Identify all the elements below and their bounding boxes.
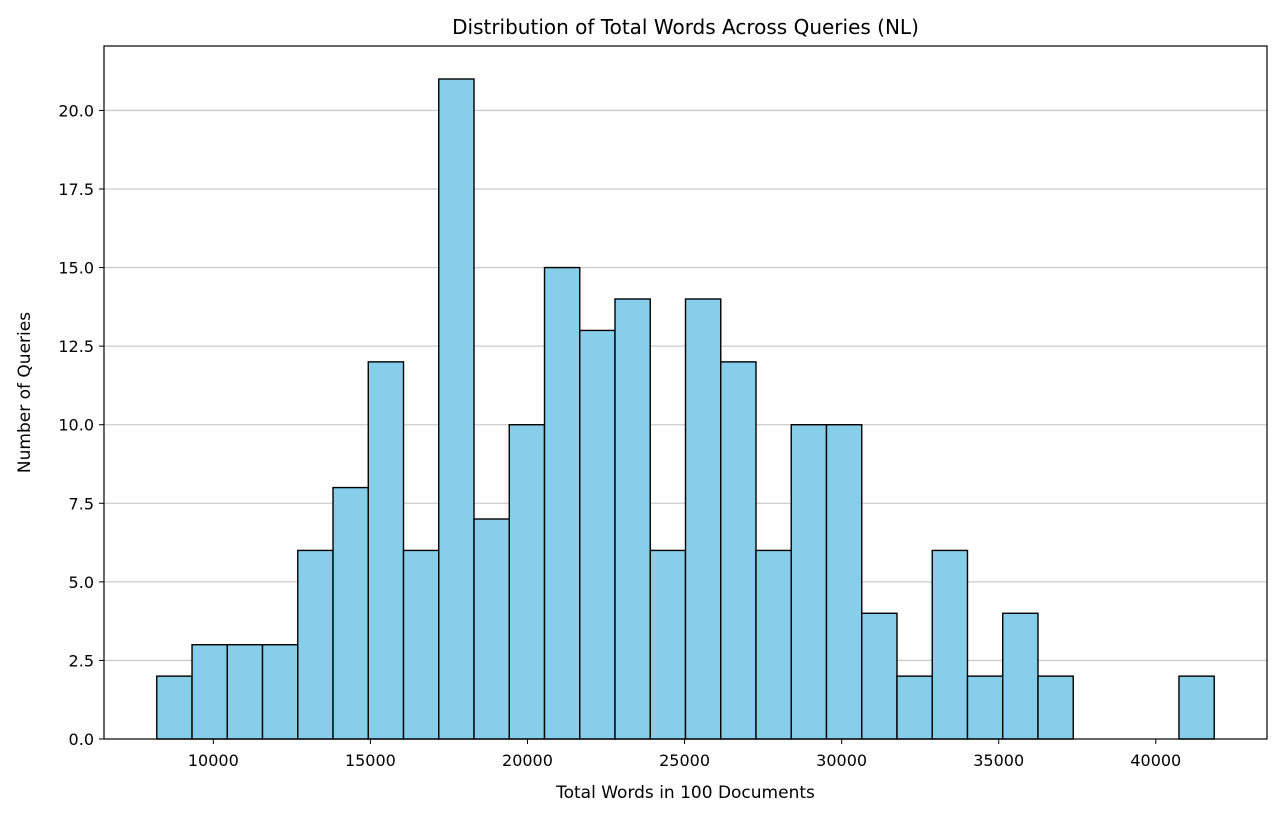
histogram-bar (1037, 675, 1074, 740)
histogram-bar (790, 424, 828, 740)
histogram-bar (684, 298, 722, 740)
x-tick-label: 40000 (1130, 751, 1181, 770)
histogram-bar (825, 424, 863, 740)
histogram-bar (543, 266, 581, 740)
chart-title: Distribution of Total Words Across Queri… (452, 15, 919, 39)
y-tick-label: 20.0 (58, 101, 94, 120)
x-tick-label: 20000 (502, 751, 553, 770)
x-tick-label: 15000 (345, 751, 396, 770)
histogram-bar (473, 518, 510, 740)
histogram-bar (579, 329, 616, 740)
histogram-bar (508, 424, 546, 740)
bars-layer (156, 78, 1215, 740)
histogram-bar (966, 675, 1004, 740)
histogram-bar (402, 549, 440, 740)
histogram-bar (226, 644, 264, 740)
histogram-bar (156, 675, 193, 740)
x-axis-label: Total Words in 100 Documents (555, 783, 815, 803)
histogram-bar (297, 549, 334, 740)
x-tick-label: 10000 (188, 751, 239, 770)
y-tick-label: 15.0 (58, 259, 94, 278)
histogram-bar (896, 675, 933, 740)
histogram-bar (1178, 675, 1215, 740)
y-tick-label: 7.5 (69, 494, 94, 513)
histogram-bar (438, 78, 475, 740)
x-tick-label: 30000 (816, 751, 867, 770)
histogram-bar (931, 549, 969, 740)
y-tick-label: 10.0 (58, 416, 94, 435)
x-axis-ticks: 10000 15000 20000 25000 30000 35000 40000 (188, 739, 1181, 770)
y-tick-label: 5.0 (69, 573, 94, 592)
histogram-bar (367, 361, 405, 740)
histogram-bar (720, 361, 757, 740)
y-axis-label: Number of Queries (15, 312, 35, 473)
histogram-bar (261, 644, 299, 740)
histogram-bar (649, 549, 687, 740)
y-tick-label: 0.0 (69, 730, 94, 749)
histogram-bar (614, 298, 651, 740)
histogram-bar (332, 486, 369, 740)
histogram-bar (861, 612, 898, 740)
y-axis-ticks: 0.0 2.5 5.0 7.5 10.0 12.5 15.0 17.5 20.0 (58, 101, 104, 749)
histogram-bar (191, 644, 228, 740)
y-tick-label: 17.5 (58, 180, 94, 199)
y-tick-label: 2.5 (69, 651, 94, 670)
y-tick-label: 12.5 (58, 337, 94, 356)
histogram-bar (1002, 612, 1039, 740)
x-tick-label: 25000 (659, 751, 710, 770)
plot-frame (103, 45, 1268, 740)
x-tick-label: 35000 (973, 751, 1024, 770)
histogram-bar (755, 549, 792, 740)
